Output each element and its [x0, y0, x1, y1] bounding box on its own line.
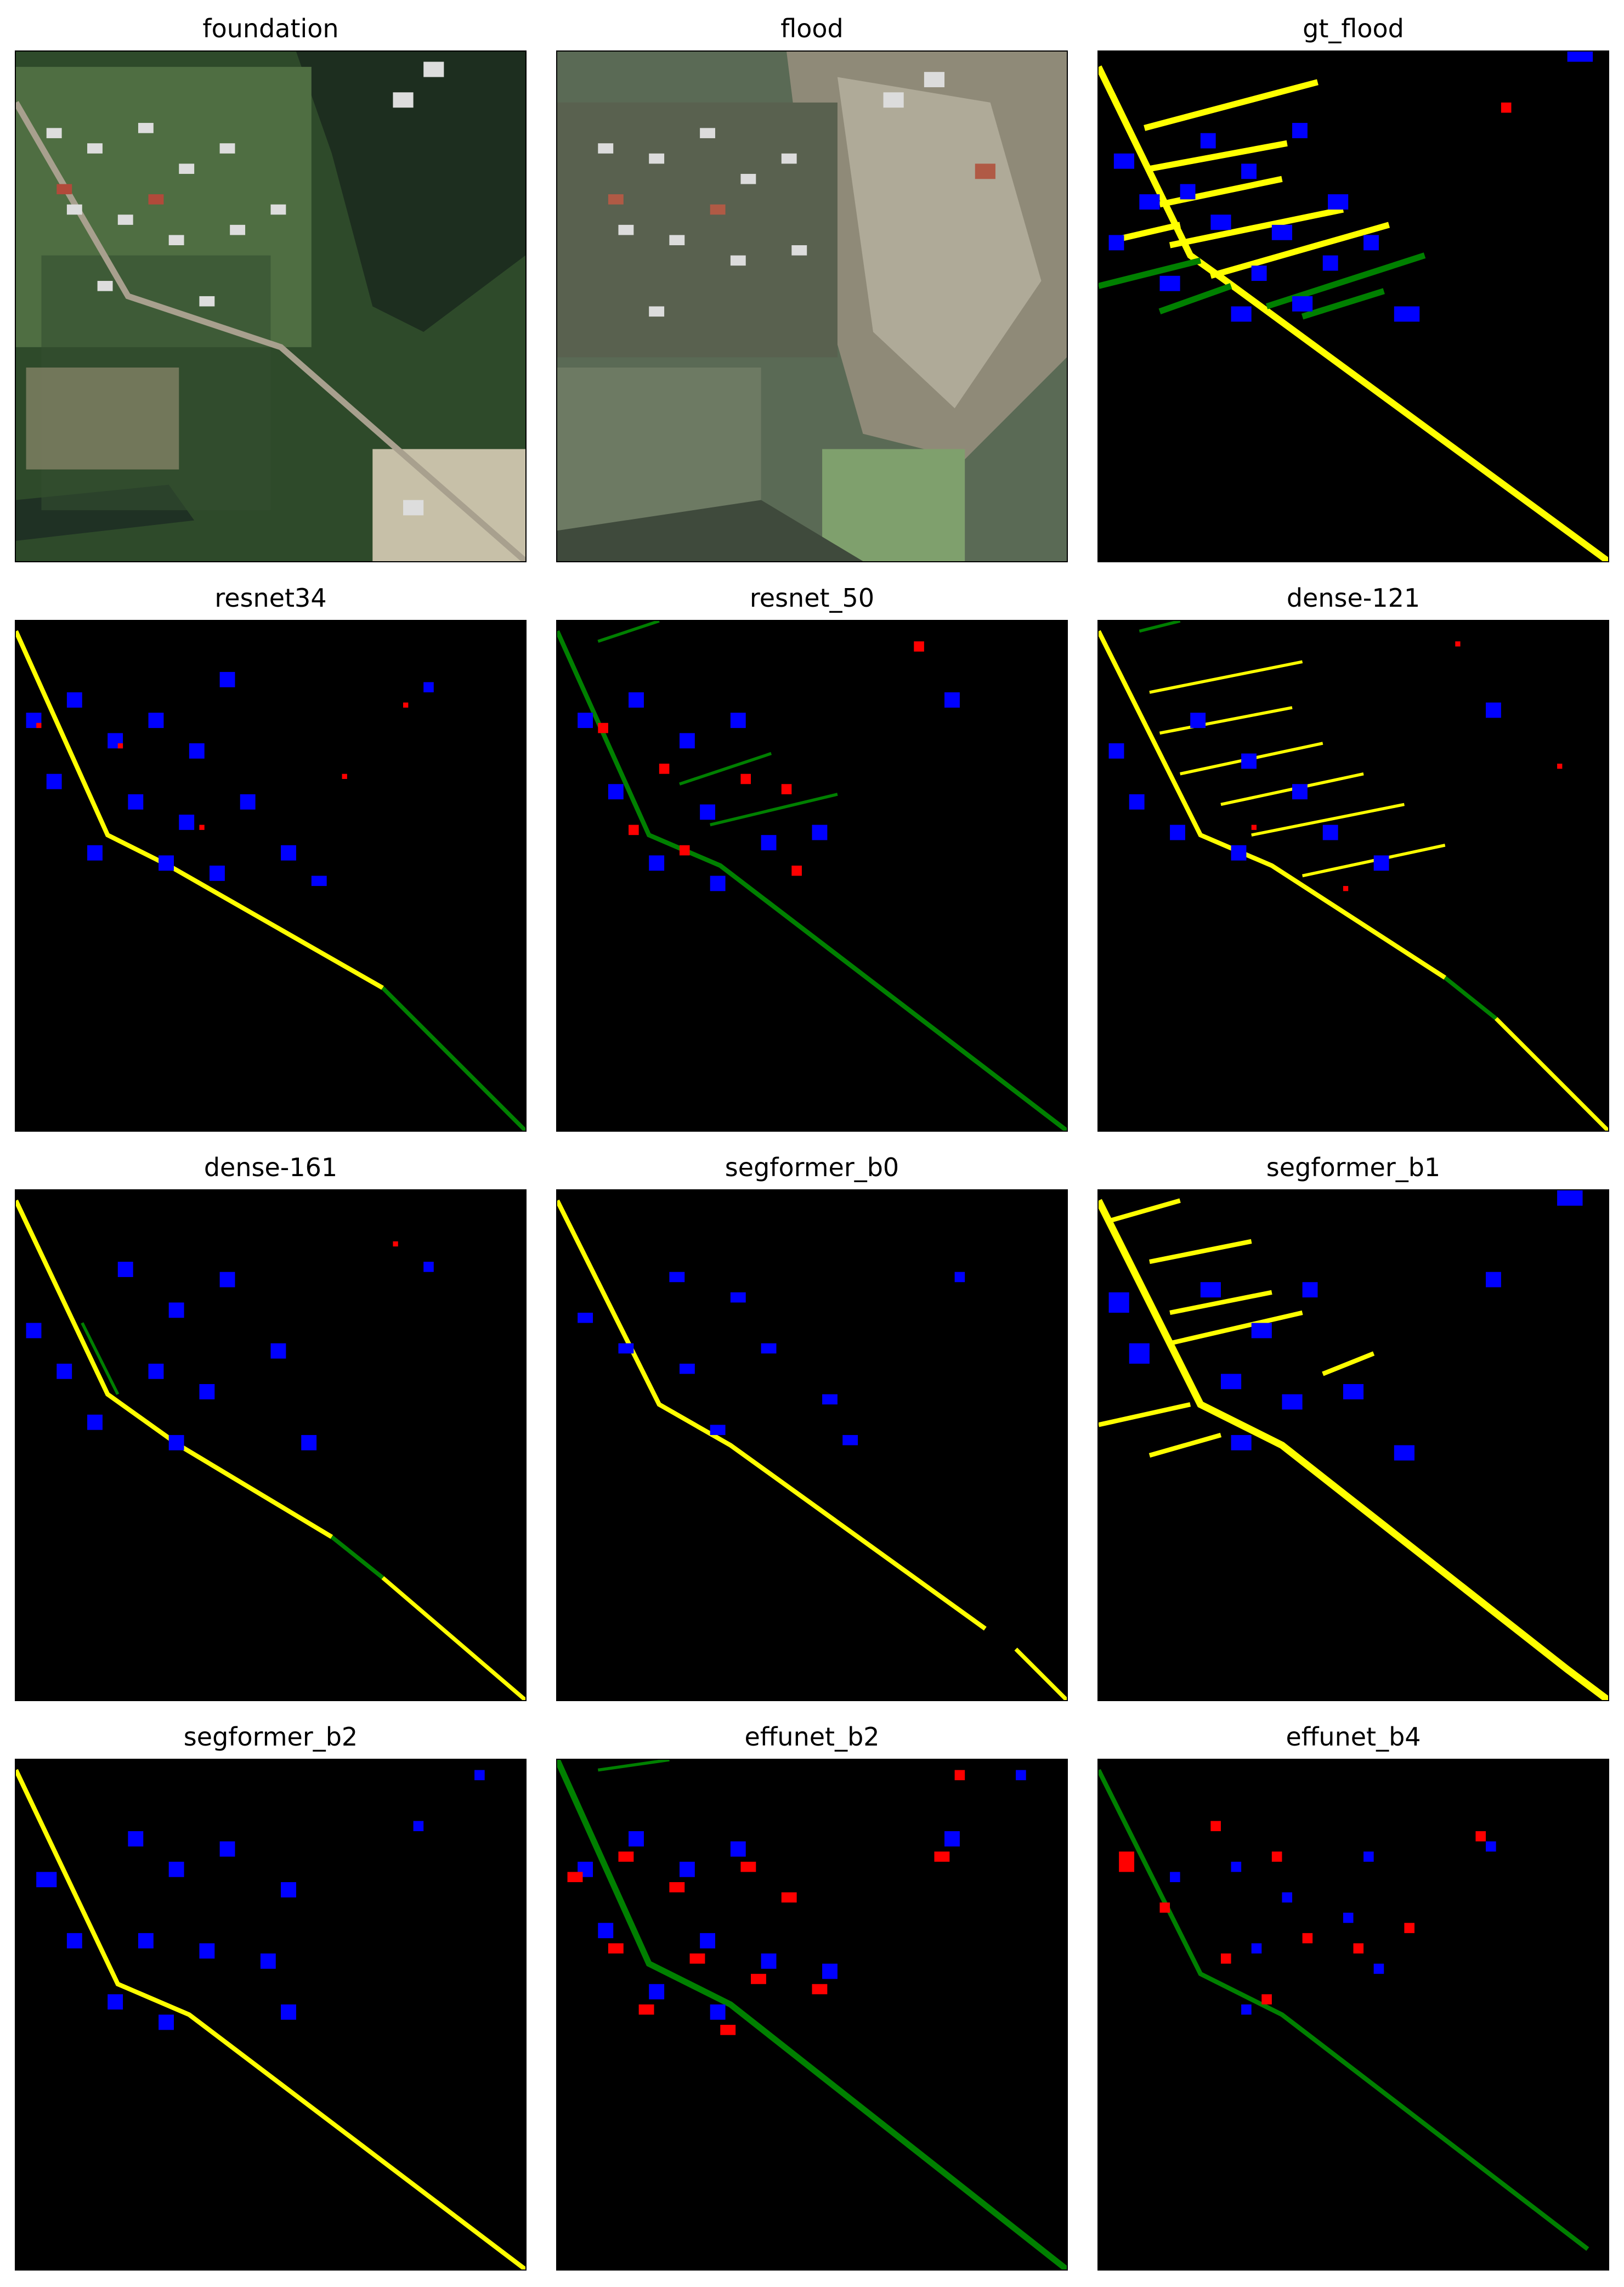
panel-title: segformer_b2	[183, 1722, 358, 1752]
panel-title: foundation	[202, 14, 339, 43]
segformer-b2-mask	[15, 1759, 527, 2271]
panel-title: flood	[780, 14, 844, 43]
effunet-b2-mask	[556, 1759, 1068, 2271]
panel-title: resnet34	[214, 583, 327, 613]
gt-flood-mask	[1097, 50, 1609, 562]
segformer-b1-mask	[1097, 1189, 1609, 1701]
panel-title: effunet_b4	[1286, 1722, 1421, 1752]
panel-title: dense-121	[1286, 583, 1421, 613]
dense-121-mask	[1097, 620, 1609, 1132]
panel-title: resnet_50	[749, 583, 875, 613]
panel-title: segformer_b1	[1266, 1153, 1441, 1182]
panel-title: segformer_b0	[725, 1153, 899, 1182]
panel-title: effunet_b2	[744, 1722, 880, 1752]
dense-161-mask	[15, 1189, 527, 1701]
effunet-b4-mask	[1097, 1759, 1609, 2271]
resnet-50-mask	[556, 620, 1068, 1132]
flood-image	[556, 50, 1068, 562]
panel-title: gt_flood	[1303, 14, 1404, 43]
resnet34-mask	[15, 620, 527, 1132]
foundation-image	[15, 50, 527, 562]
segformer-b0-mask	[556, 1189, 1068, 1701]
panel-title: dense-161	[203, 1153, 338, 1182]
